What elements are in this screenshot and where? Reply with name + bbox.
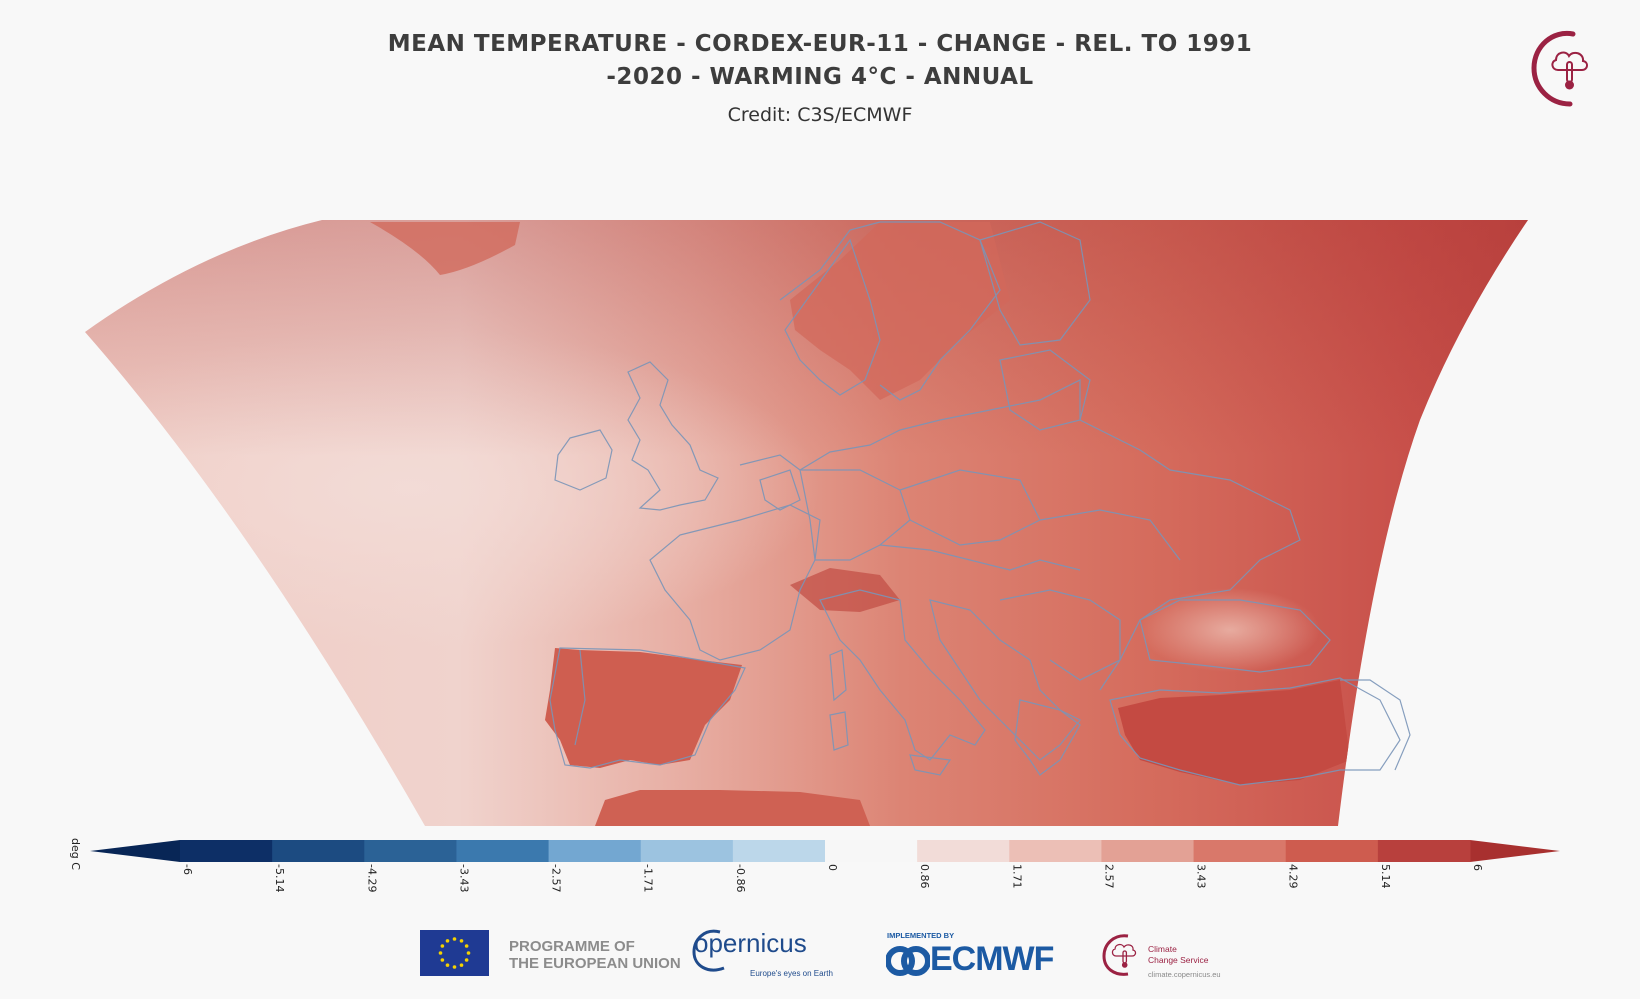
eu-star-icon [452, 937, 457, 941]
eu-star-icon [466, 951, 471, 955]
colorbar-tick-label: 4.29 [1287, 864, 1300, 889]
copernicus-tagline: Europe's eyes on Earth [750, 969, 833, 978]
colorbar-segment [364, 840, 457, 862]
colorbar-segment [732, 840, 826, 862]
title-line-1: MEAN TEMPERATURE - CORDEX-EUR-11 - CHANG… [387, 31, 1253, 57]
border-norway-sweden [779, 221, 881, 396]
border-italy [819, 589, 986, 761]
eu-star-icon [445, 939, 450, 943]
copernicus-wordmark: opernicus [694, 928, 807, 958]
copernicus-logo-icon [692, 929, 725, 972]
border-continent [739, 379, 1301, 691]
colorbar-tick-label: -5.14 [273, 864, 286, 892]
colorbar-segment [917, 840, 1010, 862]
colorbar-segment [456, 840, 550, 862]
colorbar-extend-low [90, 840, 180, 862]
north-africa-land [595, 790, 870, 826]
colorbar-segment [825, 840, 918, 862]
anatolia-land [1118, 680, 1350, 785]
colorbar-segment [1377, 840, 1471, 862]
border-balkans [929, 599, 1081, 761]
colorbar-segment [272, 840, 365, 862]
colorbar-tick-label: 0.86 [918, 864, 931, 889]
colorbar-segment [180, 840, 273, 862]
colorbar-tick-label: -4.29 [365, 864, 378, 892]
colorbar-tick-label: -2.57 [550, 864, 563, 892]
eu-star-icon [464, 944, 469, 948]
title-line-2: -2020 - WARMING 4°C - ANNUAL [606, 64, 1034, 90]
colorbar-tick-label: -1.71 [642, 864, 655, 892]
border-turkey [1109, 677, 1401, 786]
colorbar-tick-label: 1.71 [1010, 864, 1023, 889]
eu-star-icon [459, 963, 464, 967]
border-great-britain [627, 361, 719, 511]
border-finland [979, 221, 1091, 346]
ecmwf-logo-icon [886, 946, 930, 976]
eu-line-1: PROGRAMME OF [509, 938, 635, 955]
c3s-line-1: Climate [1148, 944, 1177, 954]
country-borders [549, 221, 1411, 786]
border-greece [1014, 699, 1081, 776]
eu-flag-icon [420, 930, 489, 976]
eu-star-icon [440, 958, 445, 962]
eu-star-icon [438, 951, 443, 955]
border-ireland [554, 429, 613, 491]
border-france [649, 504, 821, 661]
black-sea [1140, 588, 1320, 672]
c3s-url-text: climate.copernicus.eu [1148, 970, 1221, 979]
colorbar-tick-label: 0 [826, 864, 839, 871]
c3s-line-2: Change Service [1148, 955, 1209, 965]
colorbar-segment [640, 840, 734, 862]
eu-star-icon [459, 939, 464, 943]
iberia-land [545, 648, 742, 768]
colorbar-segment [1009, 840, 1102, 862]
colorbar-tick-label: 3.43 [1195, 864, 1208, 889]
map-title: MEAN TEMPERATURE - CORDEX-EUR-11 - CHANG… [0, 28, 1640, 94]
eu-star-icon [445, 963, 450, 967]
colorbar: deg C -6 -5.14 -4.29 -3.43 -2.57 -1.71 -0.86 0 0… [69, 838, 1560, 892]
colorbar-segment [1101, 840, 1195, 862]
colorbar-extend-high [1470, 840, 1560, 862]
border-iberia [549, 647, 746, 769]
eu-line-2: THE EUROPEAN UNION [509, 955, 681, 972]
ecmwf-wordmark: ECMWF [930, 940, 1054, 978]
eu-programme-text: PROGRAMME OF THE EUROPEAN UNION [509, 938, 681, 972]
colorbar-tick-label: -3.43 [457, 864, 470, 892]
colorbar-segment [1285, 840, 1379, 862]
colorbar-segment [548, 840, 642, 862]
scandinavia-land [790, 222, 1010, 400]
eu-star-icon [440, 944, 445, 948]
colorbar-unit-label: deg C [69, 838, 82, 870]
colorbar-tick-label: 5.14 [1379, 864, 1392, 889]
colorbar-tick-label: 6 [1471, 864, 1484, 871]
colorbar-tick-label: 2.57 [1102, 864, 1115, 889]
colorbar-tick-label: -0.86 [734, 864, 747, 892]
temperature-change-map [85, 220, 1528, 826]
eu-star-icon [464, 958, 469, 962]
colorbar-segment [1193, 840, 1287, 862]
c3s-logo-icon [1531, 30, 1588, 107]
implemented-by-text: IMPLEMENTED BY [887, 931, 955, 940]
c3s-name-text: Climate Change Service [1148, 944, 1208, 966]
credit-text: Credit: C3S/ECMWF [727, 104, 913, 126]
border-black-sea [1139, 599, 1331, 673]
colorbar-tick-label: -6 [181, 864, 194, 875]
c3s-footer-logo-icon [1102, 934, 1137, 976]
eu-star-icon [452, 965, 457, 969]
